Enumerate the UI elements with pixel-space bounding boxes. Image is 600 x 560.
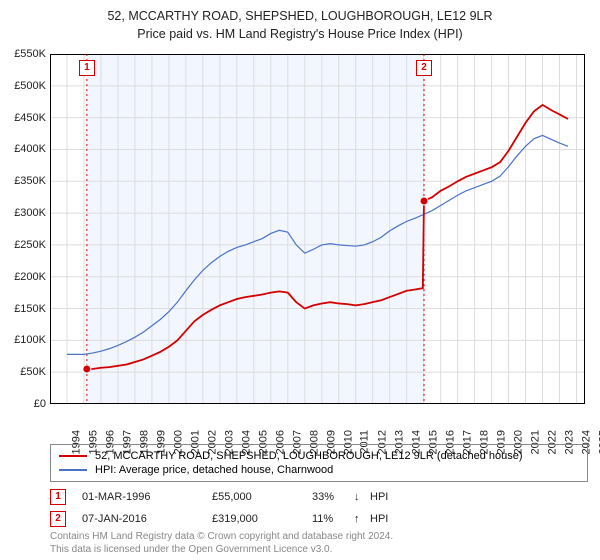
footer-line-2: This data is licensed under the Open Gov… — [50, 543, 393, 556]
footer-line-1: Contains HM Land Registry data © Crown c… — [50, 530, 393, 543]
event-pct-2: 11% — [312, 513, 354, 525]
legend-swatch-2 — [59, 469, 87, 471]
event-price-2: £319,000 — [212, 513, 312, 525]
legend-row-2: HPI: Average price, detached house, Char… — [59, 463, 579, 477]
legend-row-1: 52, MCCARTHY ROAD, SHEPSHED, LOUGHBOROUG… — [59, 449, 579, 463]
chart-marker-2: 2 — [416, 60, 432, 76]
plot-svg — [50, 54, 585, 404]
event-row-2: 2 07-JAN-2016 £319,000 11% ↑ HPI — [50, 508, 388, 530]
legend-box: 52, MCCARTHY ROAD, SHEPSHED, LOUGHBOROUG… — [50, 444, 588, 482]
event-pct-1: 33% — [312, 491, 354, 503]
title-line-2: Price paid vs. HM Land Registry's House … — [0, 26, 600, 44]
event-suffix-1: HPI — [370, 491, 388, 503]
chart-marker-1: 1 — [79, 60, 95, 76]
event-price-1: £55,000 — [212, 491, 312, 503]
event-suffix-2: HPI — [370, 513, 388, 525]
event-row-1: 1 01-MAR-1996 £55,000 33% ↓ HPI — [50, 486, 388, 508]
footer: Contains HM Land Registry data © Crown c… — [50, 530, 393, 556]
event-date-2: 07-JAN-2016 — [82, 513, 212, 525]
legend-text-2: HPI: Average price, detached house, Char… — [95, 464, 333, 476]
event-marker-2: 2 — [50, 511, 66, 527]
legend-text-1: 52, MCCARTHY ROAD, SHEPSHED, LOUGHBOROUG… — [95, 450, 523, 462]
event-date-1: 01-MAR-1996 — [82, 491, 212, 503]
title-line-1: 52, MCCARTHY ROAD, SHEPSHED, LOUGHBOROUG… — [0, 8, 600, 26]
event-marker-1: 1 — [50, 489, 66, 505]
event-arrow-2: ↑ — [354, 513, 370, 525]
event-table: 1 01-MAR-1996 £55,000 33% ↓ HPI 2 07-JAN… — [50, 486, 388, 530]
chart-area: £0£50K£100K£150K£200K£250K£300K£350K£400… — [50, 54, 585, 404]
chart-title-block: 52, MCCARTHY ROAD, SHEPSHED, LOUGHBOROUG… — [0, 0, 600, 43]
event-arrow-1: ↓ — [354, 491, 370, 503]
legend-swatch-1 — [59, 455, 87, 457]
